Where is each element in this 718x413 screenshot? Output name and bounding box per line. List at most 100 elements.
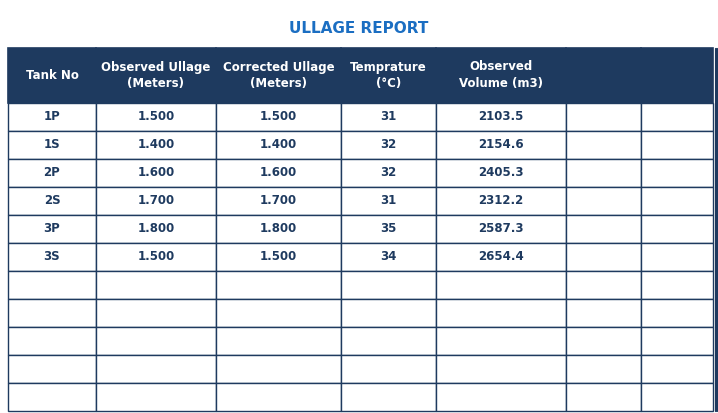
Bar xyxy=(8,159,96,187)
Bar xyxy=(641,271,713,299)
Bar xyxy=(96,271,216,299)
Bar xyxy=(341,327,436,355)
Text: 1.700: 1.700 xyxy=(137,195,174,207)
Bar xyxy=(8,271,96,299)
Text: 2312.2: 2312.2 xyxy=(478,195,523,207)
Bar xyxy=(96,299,216,327)
Bar xyxy=(216,215,341,243)
Bar xyxy=(715,48,716,411)
Bar xyxy=(436,327,566,355)
Text: ULLAGE REPORT: ULLAGE REPORT xyxy=(289,21,429,36)
Bar xyxy=(216,131,341,159)
Text: 1.800: 1.800 xyxy=(260,223,297,235)
Bar xyxy=(8,299,96,327)
Text: 1.400: 1.400 xyxy=(137,138,174,152)
Bar xyxy=(641,215,713,243)
Bar xyxy=(341,131,436,159)
Text: 1.500: 1.500 xyxy=(137,111,174,123)
Text: 35: 35 xyxy=(381,223,396,235)
Bar xyxy=(566,299,641,327)
Bar xyxy=(96,383,216,411)
Text: 2P: 2P xyxy=(44,166,60,180)
Text: 1.400: 1.400 xyxy=(260,138,297,152)
Bar xyxy=(436,159,566,187)
Text: 2S: 2S xyxy=(44,195,60,207)
Bar xyxy=(341,48,436,103)
Bar xyxy=(436,131,566,159)
Text: 3S: 3S xyxy=(44,251,60,263)
Text: 2587.3: 2587.3 xyxy=(478,223,523,235)
Bar xyxy=(641,103,713,131)
Bar xyxy=(96,327,216,355)
Bar xyxy=(341,299,436,327)
Bar xyxy=(641,131,713,159)
Bar xyxy=(341,383,436,411)
Bar xyxy=(436,103,566,131)
Text: Observed
Volume (m3): Observed Volume (m3) xyxy=(459,60,543,90)
Bar xyxy=(96,215,216,243)
Bar xyxy=(96,159,216,187)
Bar xyxy=(341,355,436,383)
Text: 1.500: 1.500 xyxy=(260,111,297,123)
Bar xyxy=(216,383,341,411)
Bar xyxy=(216,271,341,299)
Text: Observed Ullage
(Meters): Observed Ullage (Meters) xyxy=(101,60,210,90)
Text: 1S: 1S xyxy=(44,138,60,152)
Bar xyxy=(341,187,436,215)
Bar xyxy=(566,327,641,355)
Bar xyxy=(8,131,96,159)
Text: 2654.4: 2654.4 xyxy=(478,251,524,263)
Bar xyxy=(341,271,436,299)
Bar xyxy=(641,299,713,327)
Bar xyxy=(436,383,566,411)
Bar xyxy=(341,243,436,271)
Bar xyxy=(216,48,341,103)
Text: Corrected Ullage
(Meters): Corrected Ullage (Meters) xyxy=(223,60,335,90)
Bar xyxy=(8,355,96,383)
Text: 1.500: 1.500 xyxy=(260,251,297,263)
Bar xyxy=(641,243,713,271)
Bar xyxy=(566,159,641,187)
Text: 31: 31 xyxy=(381,195,396,207)
Bar xyxy=(96,103,216,131)
Bar xyxy=(8,103,96,131)
Bar xyxy=(566,131,641,159)
Bar xyxy=(8,327,96,355)
Bar xyxy=(216,243,341,271)
Bar xyxy=(216,299,341,327)
Bar xyxy=(8,48,96,103)
Bar xyxy=(216,103,341,131)
Bar xyxy=(96,355,216,383)
Bar xyxy=(641,355,713,383)
Bar xyxy=(216,327,341,355)
Bar xyxy=(566,271,641,299)
Bar xyxy=(641,159,713,187)
Text: 2405.3: 2405.3 xyxy=(478,166,523,180)
Bar xyxy=(641,48,713,103)
Text: 3P: 3P xyxy=(44,223,60,235)
Text: 1P: 1P xyxy=(44,111,60,123)
Bar xyxy=(216,159,341,187)
Text: Tank No: Tank No xyxy=(26,69,78,82)
Bar xyxy=(96,48,216,103)
Bar xyxy=(436,299,566,327)
Bar xyxy=(8,383,96,411)
Bar xyxy=(641,327,713,355)
Text: 1.800: 1.800 xyxy=(137,223,174,235)
Text: Temprature
(°C): Temprature (°C) xyxy=(350,60,427,90)
Bar xyxy=(566,215,641,243)
Bar xyxy=(436,48,566,103)
Bar xyxy=(436,243,566,271)
Bar xyxy=(216,355,341,383)
Bar xyxy=(436,215,566,243)
Bar xyxy=(566,187,641,215)
Bar xyxy=(566,355,641,383)
Bar xyxy=(566,48,641,103)
Text: 1.600: 1.600 xyxy=(260,166,297,180)
Text: 32: 32 xyxy=(381,166,396,180)
Bar xyxy=(8,215,96,243)
Text: 34: 34 xyxy=(381,251,396,263)
Text: 1.600: 1.600 xyxy=(137,166,174,180)
Text: 32: 32 xyxy=(381,138,396,152)
Text: 2154.6: 2154.6 xyxy=(478,138,524,152)
